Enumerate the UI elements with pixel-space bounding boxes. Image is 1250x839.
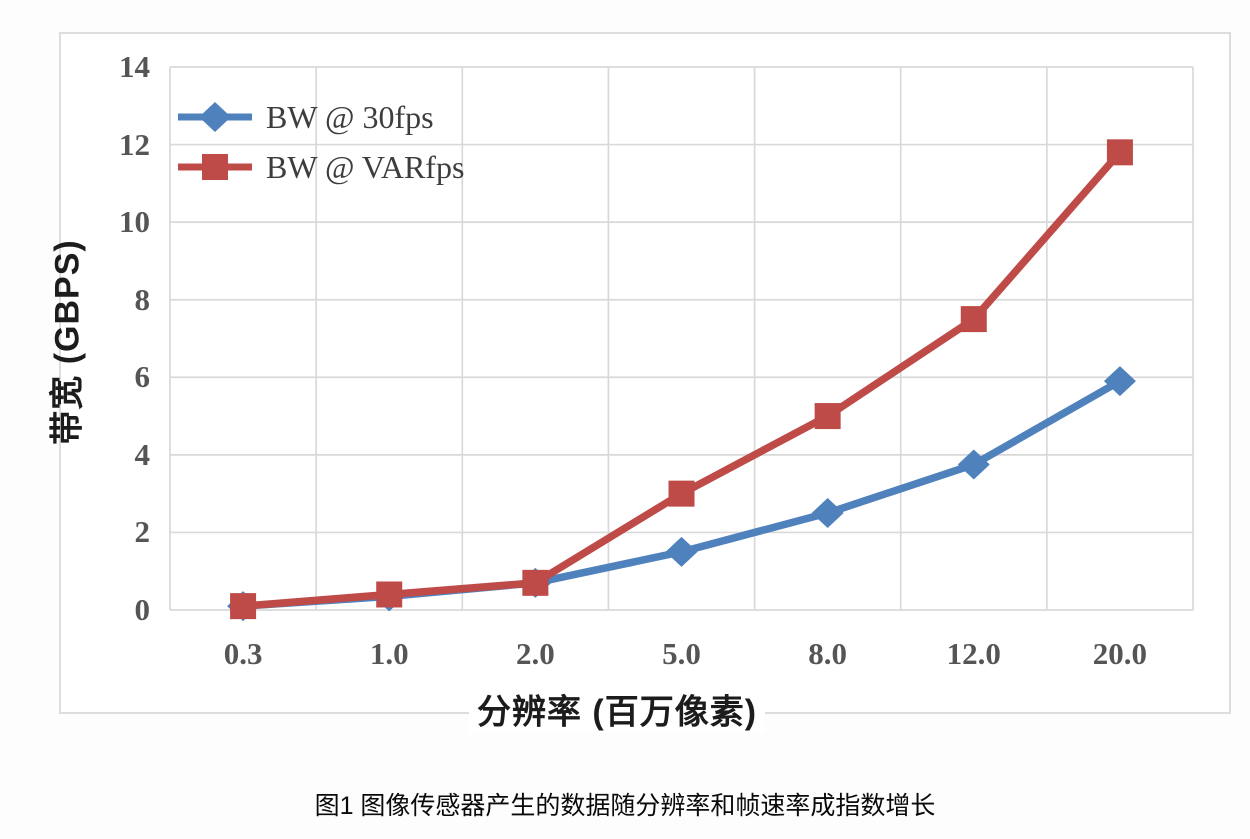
data-point-marker [960,306,987,333]
data-point-marker [814,403,841,430]
legend-item-label: BW @ 30fps [266,98,434,135]
x-tick-label: 1.0 [369,636,409,671]
data-point-marker [1103,366,1136,397]
data-point-marker [199,102,231,132]
legend: BW @ 30fps BW @ VARfps [176,92,464,192]
y-tick-label: 6 [134,359,151,395]
data-point-marker [668,480,695,507]
x-tick-label: 5.0 [662,636,701,671]
y-tick-label: 12 [119,126,150,162]
data-point-marker [376,581,403,608]
y-tick-label: 4 [134,436,151,472]
x-tick-label: 0.3 [223,636,263,671]
plot-svg [169,66,1194,622]
y-axis-title: 带宽 (GBPS) [48,239,87,445]
x-axis-title: 分辨率 (百万像素) [468,684,766,734]
x-tick-label: 12.0 [946,636,1001,671]
figure-caption: 图1 图像传感器产生的数据随分辨率和帧速率成指数增长 [314,792,936,820]
legend-square-marker [178,154,252,180]
y-tick-label: 2 [134,514,151,550]
data-point-marker [230,593,257,620]
data-point-marker [811,498,844,529]
data-point-marker [665,536,698,567]
legend-item: BW @ VARfps [176,142,464,192]
data-point-marker [522,569,549,596]
y-tick-label: 14 [119,49,150,84]
data-point-marker [957,449,990,480]
y-tick-label: 8 [134,281,151,317]
plot-area [169,66,1194,622]
y-tick-label: 0 [134,592,151,627]
x-tick-label: 8.0 [808,636,848,671]
y-tick-label: 10 [119,204,150,240]
data-point-marker [1106,139,1133,166]
legend-item-label: BW @ VARfps [266,148,465,185]
x-tick-label: 2.0 [515,636,555,671]
x-tick-label: 20.0 [1092,636,1148,671]
legend-diamond-marker [178,102,252,132]
legend-item: BW @ 30fps [176,92,464,142]
data-point-marker [202,154,228,180]
